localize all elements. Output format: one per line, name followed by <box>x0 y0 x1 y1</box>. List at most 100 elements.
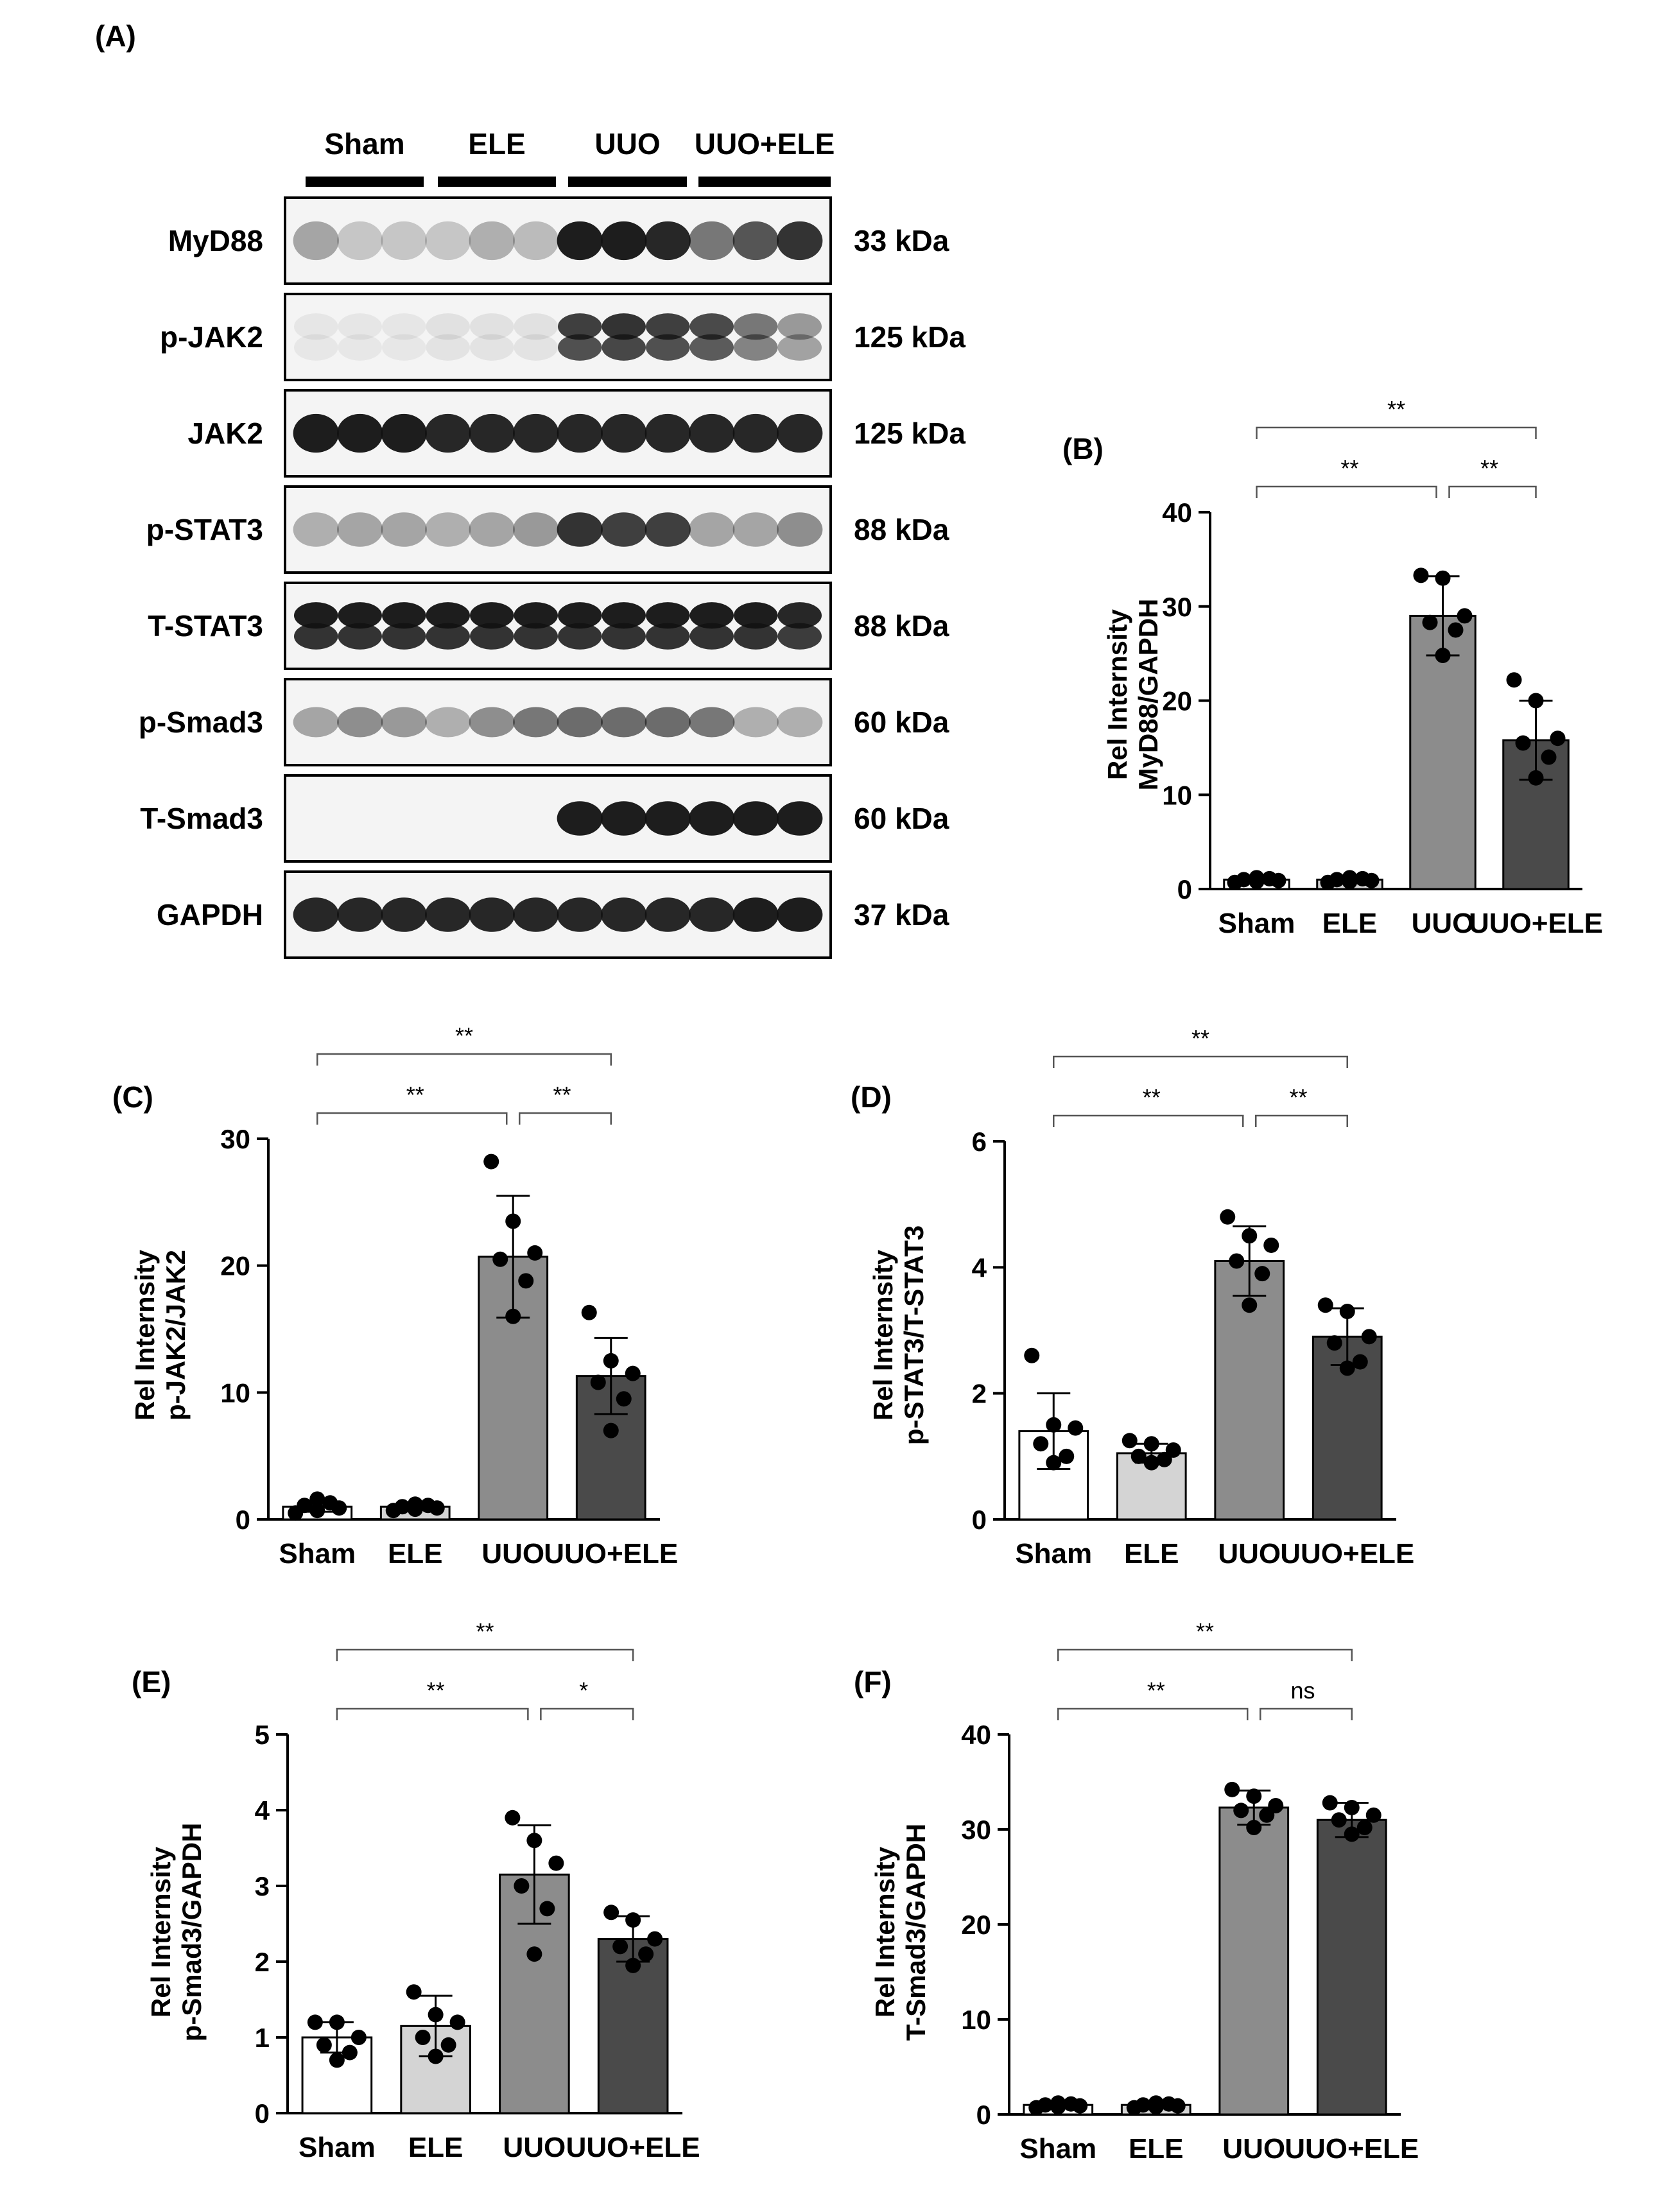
data-point <box>1541 749 1557 765</box>
data-point <box>1242 1297 1258 1313</box>
y-axis-label: Rel Internsity <box>130 1249 160 1421</box>
significance-label: ** <box>553 1082 571 1108</box>
x-tick-label: Sham <box>1218 908 1295 939</box>
data-point <box>316 2037 332 2053</box>
x-tick-label: UUO+ELE <box>1280 1538 1414 1569</box>
chart-d: (D) 0 2 4 6 Rel Internsity p-STAT3/T-STAT3 Sham… <box>851 1025 1414 1569</box>
blot-band <box>645 707 691 738</box>
blot-band <box>689 602 734 629</box>
blot-band <box>425 707 471 738</box>
data-point <box>1161 2096 1177 2112</box>
x-tick-label: Sham <box>1015 1538 1092 1569</box>
data-point <box>1339 1360 1355 1376</box>
blot-protein-label: T-Smad3 <box>140 802 263 835</box>
blot-band <box>381 512 427 547</box>
significance-label: ** <box>1196 1618 1214 1645</box>
data-point <box>406 1984 422 2000</box>
panel-label: (F) <box>854 1665 892 1698</box>
data-point <box>603 1422 619 1439</box>
data-point <box>1220 1209 1236 1225</box>
blot-band <box>337 221 383 261</box>
blot-band <box>732 221 779 261</box>
blot-band <box>294 623 338 650</box>
data-point <box>1143 1436 1159 1452</box>
blot-size-label: 37 kDa <box>854 898 949 931</box>
data-point <box>581 1304 597 1320</box>
significance-label: ns <box>1290 1677 1315 1704</box>
data-point <box>1068 1420 1084 1436</box>
blot-band <box>426 313 470 340</box>
significance-bracket <box>540 1707 634 1720</box>
data-point <box>1435 648 1451 664</box>
x-tick-label: Sham <box>1019 2133 1096 2164</box>
blot-band <box>469 897 515 932</box>
blot-size-label: 60 kDa <box>854 705 949 739</box>
data-point <box>1246 1820 1262 1836</box>
data-point <box>1361 1329 1377 1345</box>
data-point <box>1050 2095 1066 2111</box>
y-tick-label: 20 <box>1162 686 1192 716</box>
significance-label: ** <box>1480 455 1498 481</box>
x-tick-label: UUO+ELE <box>1285 2133 1419 2164</box>
data-point <box>1457 608 1473 624</box>
significance-bracket <box>519 1112 612 1125</box>
data-point <box>1344 1799 1360 1815</box>
y-tick-label: 4 <box>972 1252 987 1283</box>
data-point <box>1233 1802 1249 1819</box>
blot-band <box>689 897 735 932</box>
y-tick-label: 30 <box>220 1124 250 1154</box>
data-point <box>647 1931 663 1947</box>
y-axis-label: p-JAK2/JAK2 <box>160 1250 191 1421</box>
data-point <box>1448 622 1464 638</box>
panel-label: (B) <box>1062 432 1104 465</box>
data-point <box>1037 2097 1053 2113</box>
blot-band <box>734 334 778 361</box>
significance-label: ** <box>455 1023 473 1049</box>
y-tick-label: 10 <box>1162 780 1192 810</box>
chart-f: (F) 0 10 20 30 40 Rel Internsity T-Smad3/GAPDH S… <box>854 1618 1419 2164</box>
blot-band <box>293 897 339 932</box>
y-tick-label: 2 <box>255 1947 270 1977</box>
significance-label: ** <box>476 1618 494 1645</box>
y-axis-label: MyD88/GAPDH <box>1133 599 1163 791</box>
data-point <box>1135 2097 1151 2113</box>
blot-band <box>734 602 778 629</box>
y-axis-label: Rel Internsity <box>870 1846 900 2018</box>
blot-band <box>645 413 691 453</box>
y-tick-label: 0 <box>1177 874 1192 904</box>
blot-band <box>689 707 735 738</box>
data-point <box>1224 1781 1240 1797</box>
data-point <box>1259 1807 1275 1823</box>
blot-band <box>777 313 822 340</box>
data-point <box>1365 1807 1381 1823</box>
chart-c: (C) 0 10 20 30 Rel Internsity p-JAK2/JAK2 Sham E… <box>112 1023 678 1569</box>
blot-band <box>470 334 514 361</box>
data-point <box>1236 872 1252 888</box>
blot-band <box>426 334 470 361</box>
data-point <box>612 1939 628 1955</box>
significance-bracket <box>316 1112 508 1125</box>
data-point <box>514 1878 530 1894</box>
x-tick-label: UUO+ELE <box>566 2132 700 2163</box>
y-tick-label: 30 <box>961 1815 991 1845</box>
group-label-sham: Sham <box>324 127 404 160</box>
blot-band <box>514 623 558 650</box>
data-point <box>625 1957 641 1973</box>
blot-band <box>513 512 559 547</box>
significance-bracket <box>1256 485 1437 498</box>
western-blot-panel: (A) Sham ELE UUO UUO+ELE MyD88 33 kDa p-JAK2 1… <box>95 19 966 959</box>
blot-band <box>513 707 559 738</box>
blot-row-myd88: MyD88 33 kDa <box>168 196 949 285</box>
data-point <box>1033 1436 1049 1452</box>
blot-row-gapdh: GAPDH 37 kDa <box>157 870 949 959</box>
blot-row-t-smad3: T-Smad3 60 kDa <box>140 774 949 863</box>
group-label-ele: ELE <box>468 127 525 160</box>
blot-band <box>777 897 823 932</box>
x-tick-label: UUO <box>1412 908 1475 939</box>
blot-band <box>732 413 779 453</box>
blot-band <box>777 221 823 261</box>
y-tick-label: 1 <box>255 2023 270 2053</box>
blot-protein-label: GAPDH <box>157 898 263 931</box>
data-point <box>1356 1820 1373 1836</box>
data-point <box>407 1496 423 1512</box>
